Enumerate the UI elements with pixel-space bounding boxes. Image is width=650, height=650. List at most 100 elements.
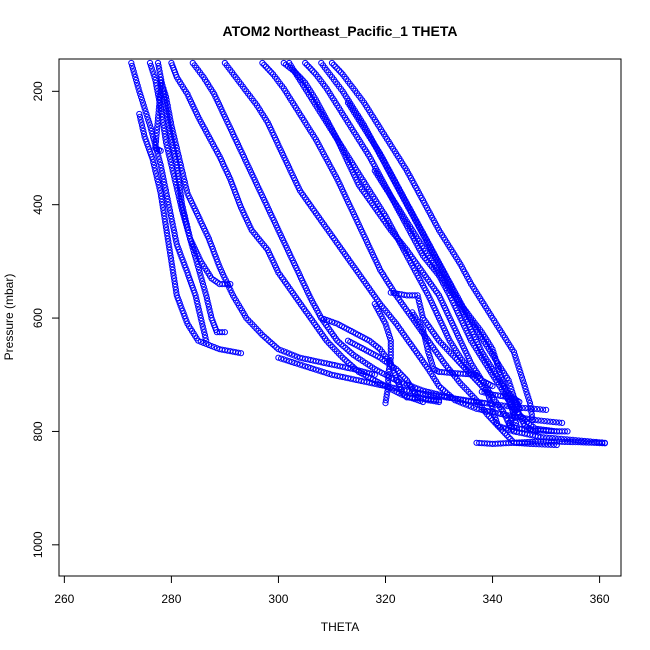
data-point: [383, 394, 390, 401]
data-point: [181, 212, 188, 220]
data-point: [235, 196, 242, 203]
data-point: [541, 418, 548, 425]
data-point: [489, 383, 496, 390]
data-point: [138, 96, 146, 103]
data-point: [200, 283, 207, 290]
data-point: [525, 394, 532, 401]
x-tick-label: 360: [590, 592, 610, 606]
data-point: [339, 354, 346, 361]
data-points-layer: [128, 59, 609, 449]
data-point: [197, 312, 204, 319]
data-point: [177, 161, 184, 169]
data-point: [195, 306, 202, 313]
data-point: [157, 71, 164, 78]
data-point: [174, 167, 181, 174]
data-point: [416, 300, 423, 307]
data-point: [464, 367, 471, 375]
data-point: [296, 361, 303, 368]
data-point: [188, 241, 195, 248]
data-point: [156, 68, 163, 75]
data-point: [194, 300, 201, 307]
data-point: [286, 358, 293, 365]
data-point: [491, 351, 498, 358]
data-point: [157, 190, 164, 197]
data-point: [206, 306, 213, 313]
data-point: [501, 385, 509, 392]
data-point: [140, 130, 148, 137]
data-point: [501, 430, 509, 437]
data-point: [164, 99, 171, 106]
data-point: [517, 368, 524, 375]
data-point: [138, 93, 145, 101]
data-point: [259, 59, 266, 67]
data-point: [170, 130, 177, 137]
data-point: [144, 113, 151, 120]
data-point: [201, 332, 208, 339]
data-point: [153, 130, 160, 137]
data-point: [148, 65, 155, 72]
data-point: [197, 272, 204, 279]
data-point: [158, 195, 165, 203]
data-point: [487, 400, 494, 407]
data-point: [180, 207, 187, 214]
data-point: [385, 377, 392, 384]
data-point: [160, 210, 167, 217]
data-point: [149, 68, 156, 75]
data-point: [231, 186, 238, 193]
data-point: [318, 315, 325, 322]
data-point: [491, 411, 498, 418]
data-point: [521, 383, 528, 390]
data-point: [538, 417, 545, 424]
data-point: [311, 69, 318, 76]
data-point: [164, 232, 171, 239]
data-point: [200, 339, 207, 346]
data-point: [164, 235, 171, 242]
data-point: [507, 383, 514, 390]
data-point: [505, 422, 512, 429]
data-point: [163, 193, 171, 200]
data-point: [387, 357, 394, 364]
data-point: [164, 195, 171, 203]
data-point: [330, 61, 337, 69]
data-point: [275, 354, 282, 361]
data-point: [185, 229, 192, 237]
data-point: [138, 122, 146, 129]
data-point: [169, 127, 176, 135]
y-tick-label: 1000: [31, 531, 45, 558]
data-point: [421, 334, 429, 341]
x-axis: 260 280 300 320 340 360: [54, 576, 610, 606]
data-point: [511, 351, 518, 358]
data-point: [165, 150, 172, 157]
data-point: [498, 426, 505, 433]
data-point: [455, 358, 462, 365]
data-point: [175, 150, 182, 157]
data-point: [508, 385, 515, 392]
data-point: [171, 281, 179, 288]
data-point: [506, 380, 513, 387]
data-point: [496, 424, 503, 431]
x-tick-label: 280: [161, 592, 181, 606]
data-point: [199, 281, 207, 288]
data-point: [155, 109, 162, 116]
data-point: [193, 295, 200, 302]
data-point: [428, 360, 435, 367]
data-point: [487, 415, 494, 422]
data-point: [166, 244, 173, 251]
data-point: [510, 349, 518, 356]
x-tick-label: 320: [375, 592, 395, 606]
data-point: [383, 391, 390, 398]
data-point: [420, 329, 427, 336]
data-point: [137, 116, 144, 123]
data-point: [441, 388, 449, 395]
data-point: [155, 62, 162, 69]
data-point: [185, 227, 192, 234]
data-point: [176, 249, 183, 256]
data-point: [433, 398, 440, 405]
data-point: [559, 419, 566, 426]
data-point: [518, 374, 526, 381]
data-point: [307, 364, 314, 372]
data-point: [176, 184, 183, 191]
data-point: [492, 354, 499, 361]
data-point: [338, 341, 345, 348]
data-point: [170, 224, 177, 231]
